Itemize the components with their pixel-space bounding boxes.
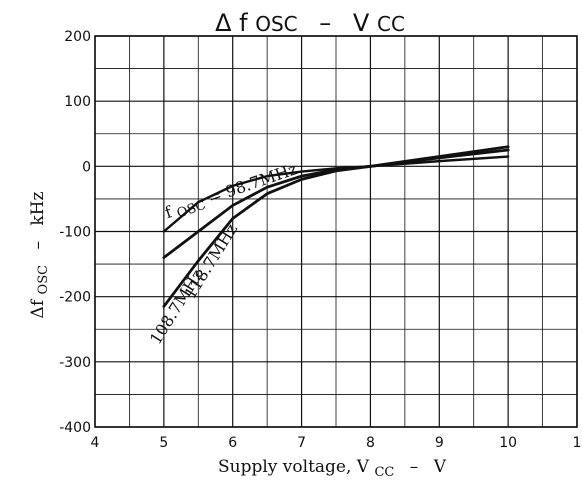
chart-title-f-sub: OSC xyxy=(255,12,297,36)
x-tick-label: 1 xyxy=(573,435,582,451)
x-tick-label: 6 xyxy=(228,435,237,451)
y-tick-label: 100 xyxy=(64,94,91,110)
series-layer xyxy=(162,145,510,308)
chart-title: Δ f OSC – V CC xyxy=(215,9,405,37)
chart-title-v: V xyxy=(353,9,370,37)
x-axis-label-sub: CC xyxy=(374,465,394,480)
series-line-0 xyxy=(162,155,510,233)
y-axis-label-dash: – xyxy=(28,241,48,250)
y-axis-label-sub: OSC xyxy=(36,265,51,295)
chart-title-f: f xyxy=(239,9,248,37)
y-tick-label: -200 xyxy=(59,290,91,306)
x-tick-label: 8 xyxy=(366,435,375,451)
x-tick-label: 7 xyxy=(297,435,306,451)
x-tick-label: 10 xyxy=(499,435,517,451)
plot-frame xyxy=(94,35,578,428)
x-axis-label-dash: – xyxy=(410,457,419,477)
x-axis-label-prefix: Supply voltage, V xyxy=(218,457,370,477)
y-tick-label: -300 xyxy=(59,355,91,371)
x-tick-label: 4 xyxy=(91,435,100,451)
tick-label-layer: 4 5 6 7 8 9 10 1 200 100 0 -100 -200 -300 -400 xyxy=(59,29,581,451)
series-label-98-7mhz: f OSC = 98.7MHz xyxy=(162,159,300,225)
x-axis-label: Supply voltage, V CC – V xyxy=(218,457,447,481)
x-tick-label: 5 xyxy=(159,435,168,451)
y-axis-label-delta: Δf xyxy=(28,298,48,318)
chart-title-v-sub: CC xyxy=(377,12,405,36)
y-tick-label: -400 xyxy=(59,420,91,436)
y-tick-label: -100 xyxy=(59,225,91,241)
plot-frame-layer xyxy=(94,35,578,428)
series-line-2 xyxy=(162,145,510,308)
y-axis-label-unit: kHz xyxy=(28,192,48,226)
series-label-98-7mhz-sub: OSC xyxy=(175,198,208,222)
y-tick-label: 200 xyxy=(64,29,91,45)
x-axis-label-unit: V xyxy=(433,457,447,477)
x-tick-label: 9 xyxy=(435,435,444,451)
chart-title-dash: – xyxy=(319,9,331,37)
chart-title-delta: Δ xyxy=(215,9,232,37)
y-axis-label: Δf OSC – kHz xyxy=(28,192,52,319)
y-tick-label: 0 xyxy=(82,159,91,175)
